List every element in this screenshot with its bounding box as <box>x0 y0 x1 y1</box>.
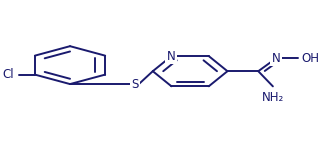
Text: Cl: Cl <box>2 68 14 81</box>
Text: N: N <box>272 52 281 65</box>
Text: S: S <box>131 78 139 91</box>
Text: OH: OH <box>301 52 319 65</box>
Text: N: N <box>167 50 176 63</box>
Text: NH₂: NH₂ <box>262 91 284 104</box>
